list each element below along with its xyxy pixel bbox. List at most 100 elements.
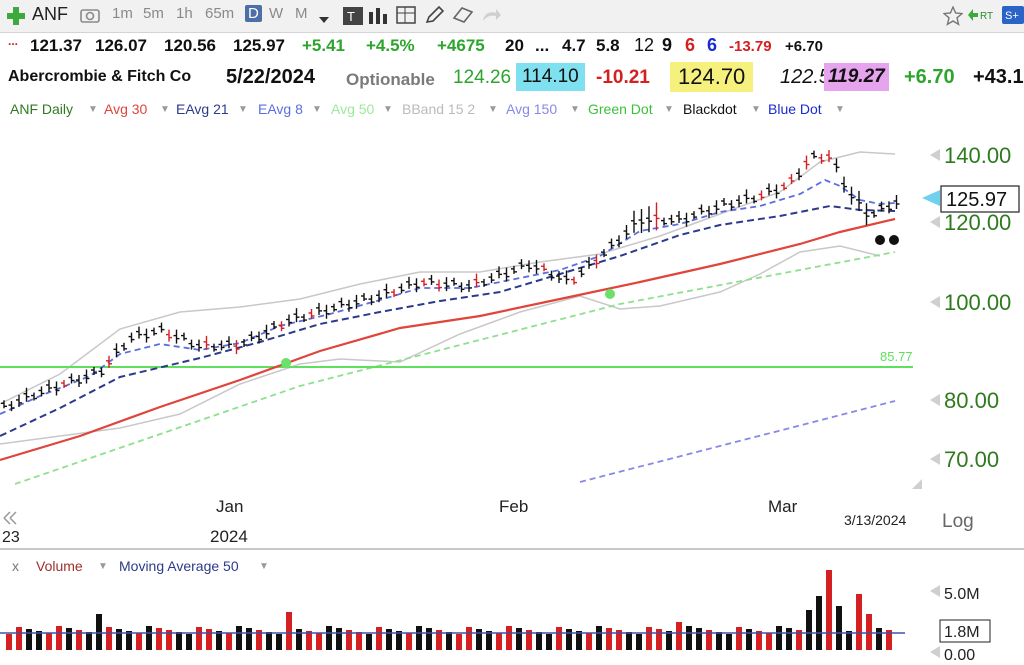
price-label-140: 140.00 [944, 143, 1011, 168]
volume-bar [676, 622, 682, 650]
add-icon[interactable] [6, 6, 26, 31]
volume-label-zero: 0.00 [944, 647, 975, 664]
legend-anf-daily[interactable]: ANF Daily [10, 101, 74, 117]
svg-text:RT: RT [980, 11, 993, 22]
interval-d[interactable]: D [245, 5, 262, 22]
volume-dropdown-icon[interactable]: ▼ [259, 561, 269, 572]
legend-dropdown-icon[interactable]: ▼ [383, 104, 393, 115]
legend-dropdown-icon[interactable]: ▼ [570, 104, 580, 115]
legend-dropdown-icon[interactable]: ▼ [488, 104, 498, 115]
volume-bar [36, 631, 42, 650]
axis-tick-icon [930, 296, 940, 308]
legend-dropdown-icon[interactable]: ▼ [312, 104, 322, 115]
interval-1m[interactable]: 1m [112, 5, 133, 22]
volume-bar [296, 629, 302, 650]
realtime-icon[interactable]: RT [967, 6, 993, 29]
volume-bar [856, 594, 862, 650]
volume-bar [6, 634, 12, 650]
volume-bar [96, 614, 102, 650]
volume-bar [476, 629, 482, 650]
layout-icon[interactable] [396, 6, 416, 29]
axis-tick-icon [930, 453, 940, 465]
price-chart[interactable]: 85.77 140.00 120.00 100.00 80.00 70.00 1… [0, 124, 1024, 548]
interval-1h[interactable]: 1h [176, 5, 193, 22]
legend-dropdown-icon[interactable]: ▼ [88, 104, 98, 115]
quote-dots: ... [8, 34, 19, 48]
eraser-icon[interactable] [452, 6, 474, 29]
axis-tick-icon [930, 585, 940, 597]
price-label-80: 80.00 [944, 388, 999, 413]
interval-5m[interactable]: 5m [143, 5, 164, 22]
volume-bar [366, 634, 372, 650]
volume-bar [656, 629, 662, 650]
interval-w[interactable]: W [269, 5, 284, 22]
volume-label-current: 1.8M [944, 624, 980, 641]
month-label-jan: Jan [216, 497, 243, 516]
stockcharts-icon[interactable]: S+ [1002, 6, 1024, 29]
volume-bar [666, 631, 672, 650]
volume-bar [116, 629, 122, 650]
volume-bar [876, 628, 882, 650]
legend-avg50[interactable]: Avg 50 [331, 101, 375, 117]
volume-close-button[interactable]: x [12, 558, 19, 574]
scroll-arrows-icon[interactable] [3, 511, 17, 525]
volume-bar [196, 627, 202, 650]
legend-blue-dot[interactable]: Blue Dot [768, 101, 822, 117]
volume-bar [386, 629, 392, 650]
legend-avg30[interactable]: Avg 30 [104, 101, 148, 117]
legend-dropdown-icon[interactable]: ▼ [664, 104, 674, 115]
legend-dropdown-icon[interactable]: ▼ [835, 104, 845, 115]
price-label-120: 120.00 [944, 210, 1011, 235]
line-value-label: 85.77 [880, 349, 913, 364]
legend-dropdown-icon[interactable]: ▼ [160, 104, 170, 115]
legend-dropdown-icon[interactable]: ▼ [751, 104, 761, 115]
year-label: 2024 [210, 527, 248, 546]
legend-eavg21[interactable]: EAvg 21 [176, 101, 229, 117]
text-tool-icon[interactable]: T [343, 7, 363, 30]
volume-bar [686, 626, 692, 650]
legend-bband[interactable]: BBand 15 2 [402, 101, 476, 117]
legend-blackdot[interactable]: Blackdot [683, 101, 737, 117]
volume-label[interactable]: Volume [36, 558, 83, 574]
volume-bar [166, 630, 172, 650]
legend-avg150[interactable]: Avg 150 [506, 101, 558, 117]
legend-green-dot[interactable]: Green Dot [588, 101, 653, 117]
interval-m[interactable]: M [295, 5, 308, 22]
pane-divider[interactable] [0, 548, 1024, 550]
volume-bar [146, 626, 152, 650]
current-price-label: 125.97 [946, 189, 1007, 211]
volume-bar [396, 631, 402, 650]
camera-icon[interactable] [80, 6, 100, 29]
interval-65m[interactable]: 65m [205, 5, 235, 22]
info-p6: 119.27 [824, 63, 889, 91]
legend-dropdown-icon[interactable]: ▼ [238, 104, 248, 115]
stat-ellipsis: ... [535, 36, 550, 55]
volume-bars [6, 570, 892, 650]
star-icon[interactable] [942, 5, 964, 31]
volume-bar [576, 631, 582, 650]
count-12: 12 [634, 35, 655, 55]
info-p2: 114.10 [516, 63, 585, 91]
volume-legend: x Volume ▼ Moving Average 50 ▼ [0, 555, 940, 577]
volume-ma-label[interactable]: Moving Average 50 [119, 558, 239, 574]
bar-chart-icon[interactable] [368, 6, 388, 29]
volume-bar [846, 631, 852, 650]
legend-eavg8[interactable]: EAvg 8 [258, 101, 303, 117]
log-label[interactable]: Log [942, 511, 974, 532]
volume-current-box [939, 619, 991, 643]
interval-dropdown-icon[interactable] [318, 11, 330, 29]
symbol-label[interactable]: ANF [32, 4, 68, 24]
info-p3: -10.21 [596, 67, 650, 88]
pencil-icon[interactable] [424, 5, 445, 29]
redo-icon[interactable] [480, 6, 502, 29]
axis-tick-icon [930, 149, 940, 161]
open-value: 121.37 [30, 36, 82, 55]
volume-bar [446, 632, 452, 650]
volume-dropdown-icon[interactable]: ▼ [98, 561, 108, 572]
neg-value: -13.79 [729, 38, 772, 55]
volume-chart[interactable]: 5.0M 1.8M 0.00 [0, 550, 1024, 665]
volume-bar [496, 633, 502, 650]
svg-text:S+: S+ [1005, 10, 1019, 22]
volume-bar [406, 633, 412, 650]
volume-bar [766, 633, 772, 650]
